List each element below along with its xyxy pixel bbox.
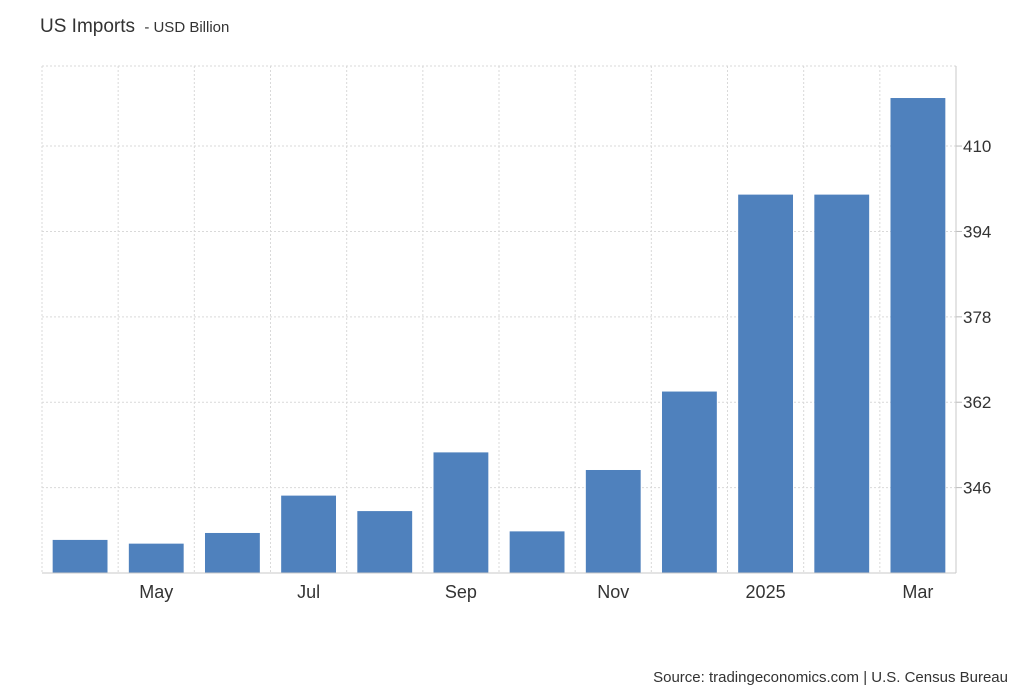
x-tick-label: May (139, 582, 173, 602)
x-tick-label: Mar (902, 582, 933, 602)
x-tick-label: Nov (597, 582, 629, 602)
bar (585, 469, 641, 573)
y-tick-label: 394 (963, 222, 991, 241)
y-tick-label: 410 (963, 137, 991, 156)
y-tick-label: 362 (963, 393, 991, 412)
bar (433, 452, 489, 573)
bar-chart: 346 362 378 394 410 May Jul Sep Nov 2025 Mar (41, 65, 991, 602)
bar (281, 495, 337, 573)
bar (738, 194, 794, 573)
bar (814, 194, 870, 573)
y-tick-label: 378 (963, 308, 991, 327)
x-tick-label: 2025 (746, 582, 786, 602)
bar (52, 539, 108, 573)
y-tick-label: 346 (963, 479, 991, 498)
x-tick-label: Sep (445, 582, 477, 602)
source-note: Source: tradingeconomics.com | U.S. Cens… (653, 669, 1008, 686)
chart-title-text: US Imports (40, 16, 136, 37)
x-tick-label: Jul (297, 582, 320, 602)
bar (357, 511, 413, 573)
chart-title: US Imports - USD Billion (40, 16, 229, 38)
bar (661, 391, 717, 573)
bar (509, 531, 565, 573)
bar (128, 543, 184, 573)
bar (204, 532, 260, 573)
bar (890, 98, 946, 573)
chart-subtitle: - USD Billion (144, 19, 230, 36)
